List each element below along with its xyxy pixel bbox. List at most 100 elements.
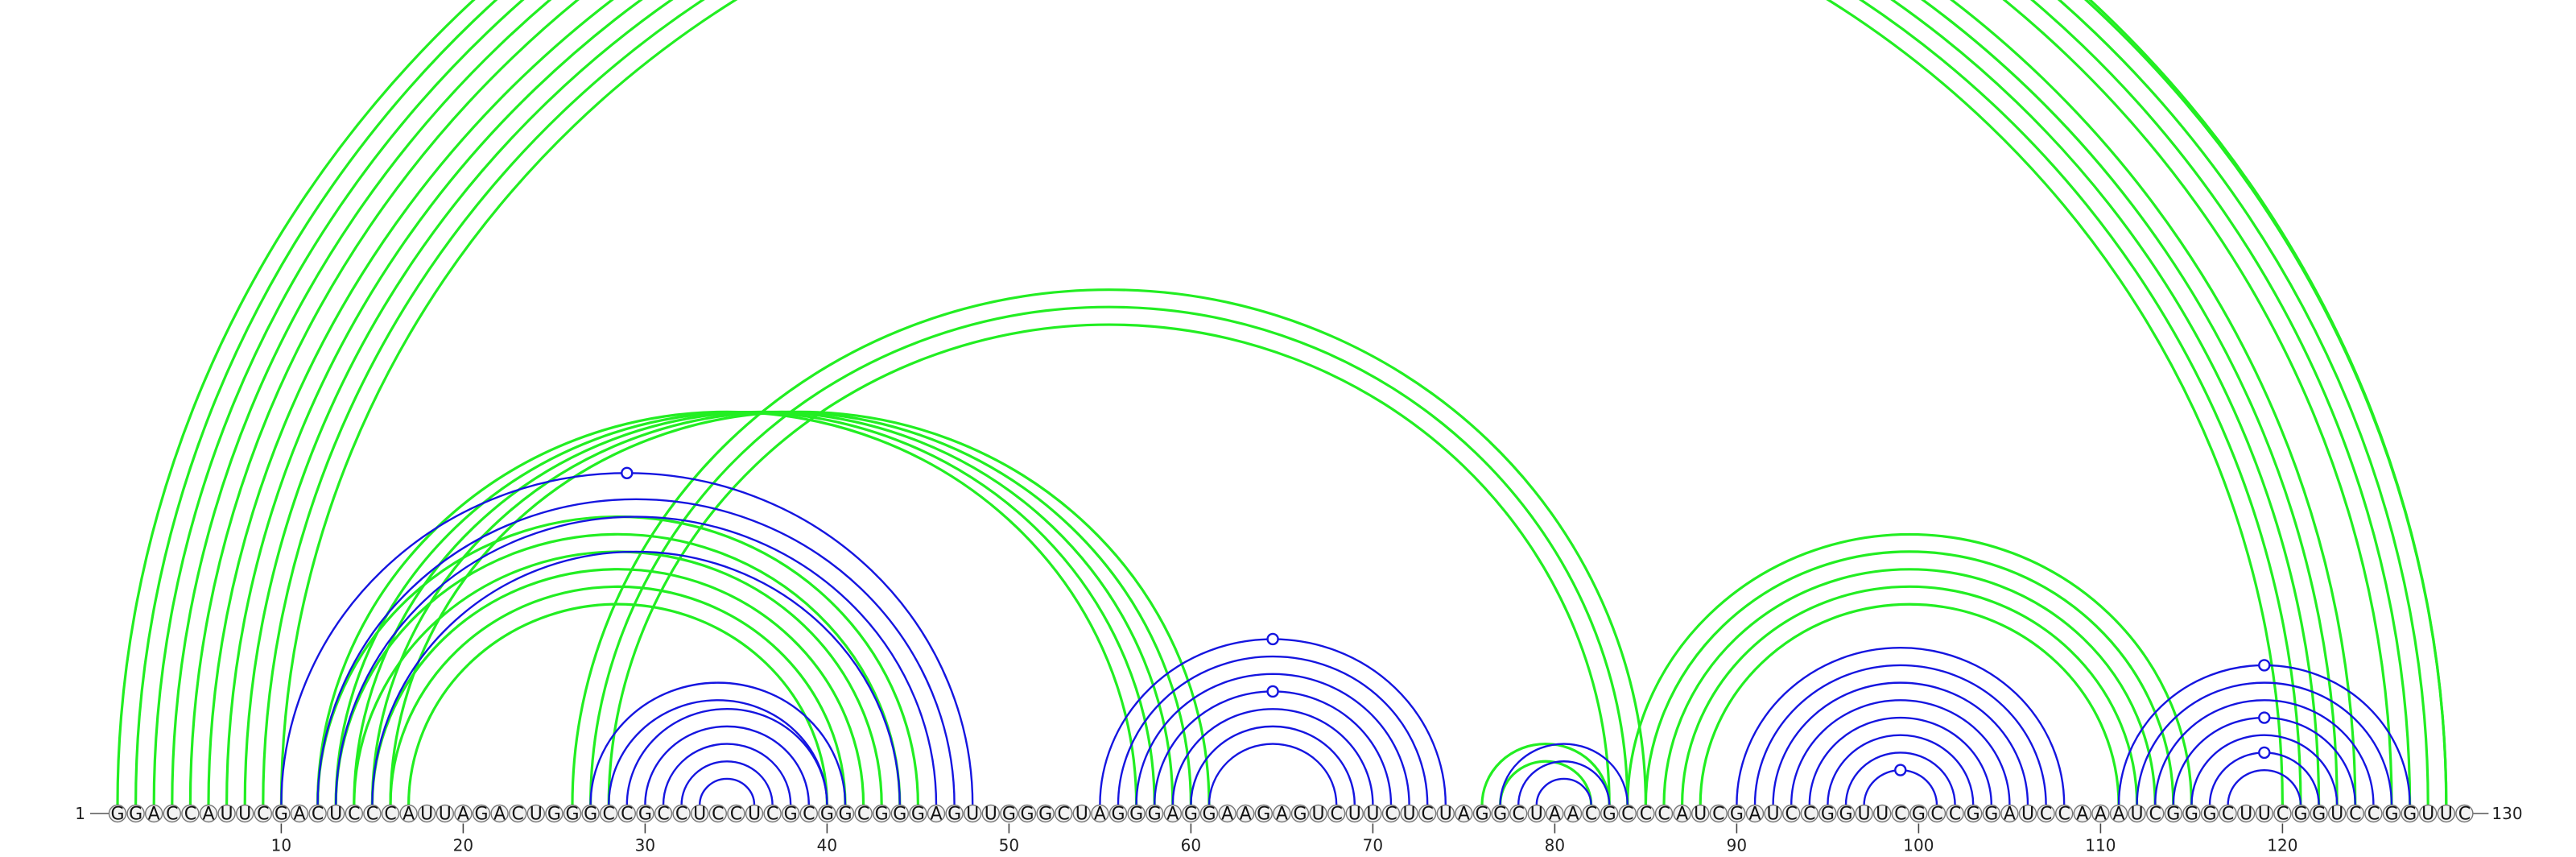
green-arc-85-114 xyxy=(1644,550,2175,805)
nucleotide-122: G xyxy=(2310,805,2328,825)
nucleotide-letter-111: A xyxy=(2112,805,2124,825)
nucleotide-letter-126: G xyxy=(2384,805,2398,825)
blue-arc-13-46 xyxy=(335,515,938,805)
tick-label-120: 120 xyxy=(2267,836,2297,855)
nucleotide-circle-74 xyxy=(1436,804,1455,823)
nucleotide-circle-3 xyxy=(144,804,163,823)
nucleotide-letter-64: G xyxy=(1257,805,1270,825)
blue-arc-marker-114-124 xyxy=(2258,711,2271,724)
nucleotide-letter-15: C xyxy=(366,805,378,825)
end-label: 130 xyxy=(2491,804,2522,823)
nucleotide-letter-63: A xyxy=(1240,805,1252,825)
nucleotide-58: G xyxy=(1145,805,1164,825)
nucleotide-109: A xyxy=(2073,805,2092,825)
nucleotide-letter-77: G xyxy=(1493,805,1507,825)
nucleotide-56: G xyxy=(1108,804,1128,825)
nucleotide-circle-80 xyxy=(1546,804,1564,823)
nucleotide-circle-27 xyxy=(581,804,600,823)
nucleotide-79: U xyxy=(1527,805,1546,825)
blue-arc-93-105 xyxy=(1790,699,2011,805)
nucleotide-letter-95: G xyxy=(1821,805,1835,825)
nucleotide-circle-115 xyxy=(2182,804,2201,823)
nucleotide-letter-9: C xyxy=(257,805,269,825)
nucleotide-circle-25 xyxy=(545,804,564,823)
nucleotide-letter-11: A xyxy=(293,805,305,825)
nucleotide-circle-40 xyxy=(818,804,836,823)
nucleotide-letter-41: G xyxy=(838,805,852,825)
nucleotide-letter-130: C xyxy=(2458,805,2471,825)
blue-arc-115-123 xyxy=(2190,734,2339,805)
nucleotide-letter-103: G xyxy=(1967,805,1980,825)
nucleotide-circle-57 xyxy=(1127,804,1146,823)
nucleotide-letter-99: C xyxy=(1894,805,1906,825)
nucleotide-circle-7 xyxy=(217,804,236,823)
green-arc-26-85 xyxy=(571,288,1647,805)
nucleotide-16: C xyxy=(381,805,400,825)
nucleotide-68: C xyxy=(1327,805,1346,825)
nucleotide-circle-20 xyxy=(454,804,473,823)
nucleotide-108: C xyxy=(2054,805,2074,825)
nucleotide-81: A xyxy=(1563,805,1583,825)
nucleotide-50: G xyxy=(1000,805,1018,825)
nucleotide-letter-17: A xyxy=(402,805,415,825)
nucleotide-letter-120: C xyxy=(2277,805,2289,825)
blue-arc-78-83 xyxy=(1517,760,1611,805)
nucleotide-84: C xyxy=(1618,804,1637,825)
nucleotide-66: G xyxy=(1290,805,1310,825)
nucleotide-1: G xyxy=(108,805,127,825)
nucleotide-circle-110 xyxy=(2091,804,2110,823)
nucleotide-letter-117: C xyxy=(2222,805,2234,825)
nucleotide-62: A xyxy=(1218,805,1236,825)
nucleotide-75: A xyxy=(1455,805,1473,825)
green-arc-8-122 xyxy=(243,0,2321,805)
nucleotide-letter-128: U xyxy=(2421,805,2434,825)
nucleotide-21: G xyxy=(472,805,491,825)
nucleotide-letter-69: U xyxy=(1348,805,1361,825)
nucleotide-circle-13 xyxy=(327,804,345,823)
nucleotide-letter-26: G xyxy=(565,805,579,825)
blue-arc-96-102 xyxy=(1844,751,1956,805)
green-arc-14-59 xyxy=(353,410,1174,805)
nucleotide-letter-115: G xyxy=(2185,805,2198,825)
nucleotide-101: C xyxy=(1927,805,1946,825)
nucleotide-circle-56 xyxy=(1108,804,1128,823)
nucleotide-circle-63 xyxy=(1236,804,1255,823)
nucleotide-circle-10 xyxy=(272,804,291,823)
nucleotide-letter-67: U xyxy=(1312,805,1325,825)
nucleotide-circle-47 xyxy=(945,804,964,823)
position-ticks: 10 20 30 40 50 60 70 80 90 100 110 120 xyxy=(271,823,2297,855)
blue-arc-113-125 xyxy=(2154,699,2375,805)
nucleotide-circle-24 xyxy=(526,804,545,823)
blue-arc-55-74 xyxy=(1099,638,1447,805)
nucleotide-115: G xyxy=(2182,804,2201,825)
nucleotide-letter-58: G xyxy=(1148,805,1162,825)
nucleotide-letter-94: C xyxy=(1803,805,1815,825)
green-arc-7-123 xyxy=(225,0,2339,805)
nucleotide-circle-72 xyxy=(1400,804,1418,823)
nucleotide-48: U xyxy=(963,805,982,825)
nucleotide-letter-23: C xyxy=(512,805,524,825)
blue-arc-90-108 xyxy=(1736,647,2066,805)
nucleotide-circle-105 xyxy=(2000,804,2019,823)
nucleotide-letter-1: G xyxy=(110,805,124,825)
nucleotide-23: C xyxy=(509,805,527,825)
nucleotide-8: U xyxy=(236,805,254,825)
nucleotide-letter-89: C xyxy=(1712,805,1724,825)
nucleotide-letter-127: G xyxy=(2403,805,2417,825)
green-arc-84-115 xyxy=(1626,532,2193,805)
blue-arc-30-39 xyxy=(644,725,810,805)
nucleotide-18: U xyxy=(418,805,436,825)
nucleotide-circle-98 xyxy=(1872,804,1892,823)
tick-label-70: 70 xyxy=(1363,836,1383,855)
nucleotide-circle-99 xyxy=(1891,804,1910,823)
nucleotide-86: C xyxy=(1654,805,1674,825)
nucleotide-circle-11 xyxy=(290,804,309,823)
nucleotide-128: U xyxy=(2418,805,2438,825)
nucleotide-circle-77 xyxy=(1491,804,1509,823)
green-arc-1-129 xyxy=(116,0,2448,805)
blue-arc-15-44 xyxy=(371,550,901,805)
nucleotide-90: G xyxy=(1728,805,1746,825)
nucleotide-circle-84 xyxy=(1618,804,1637,823)
nucleotide-42: C xyxy=(854,805,873,825)
